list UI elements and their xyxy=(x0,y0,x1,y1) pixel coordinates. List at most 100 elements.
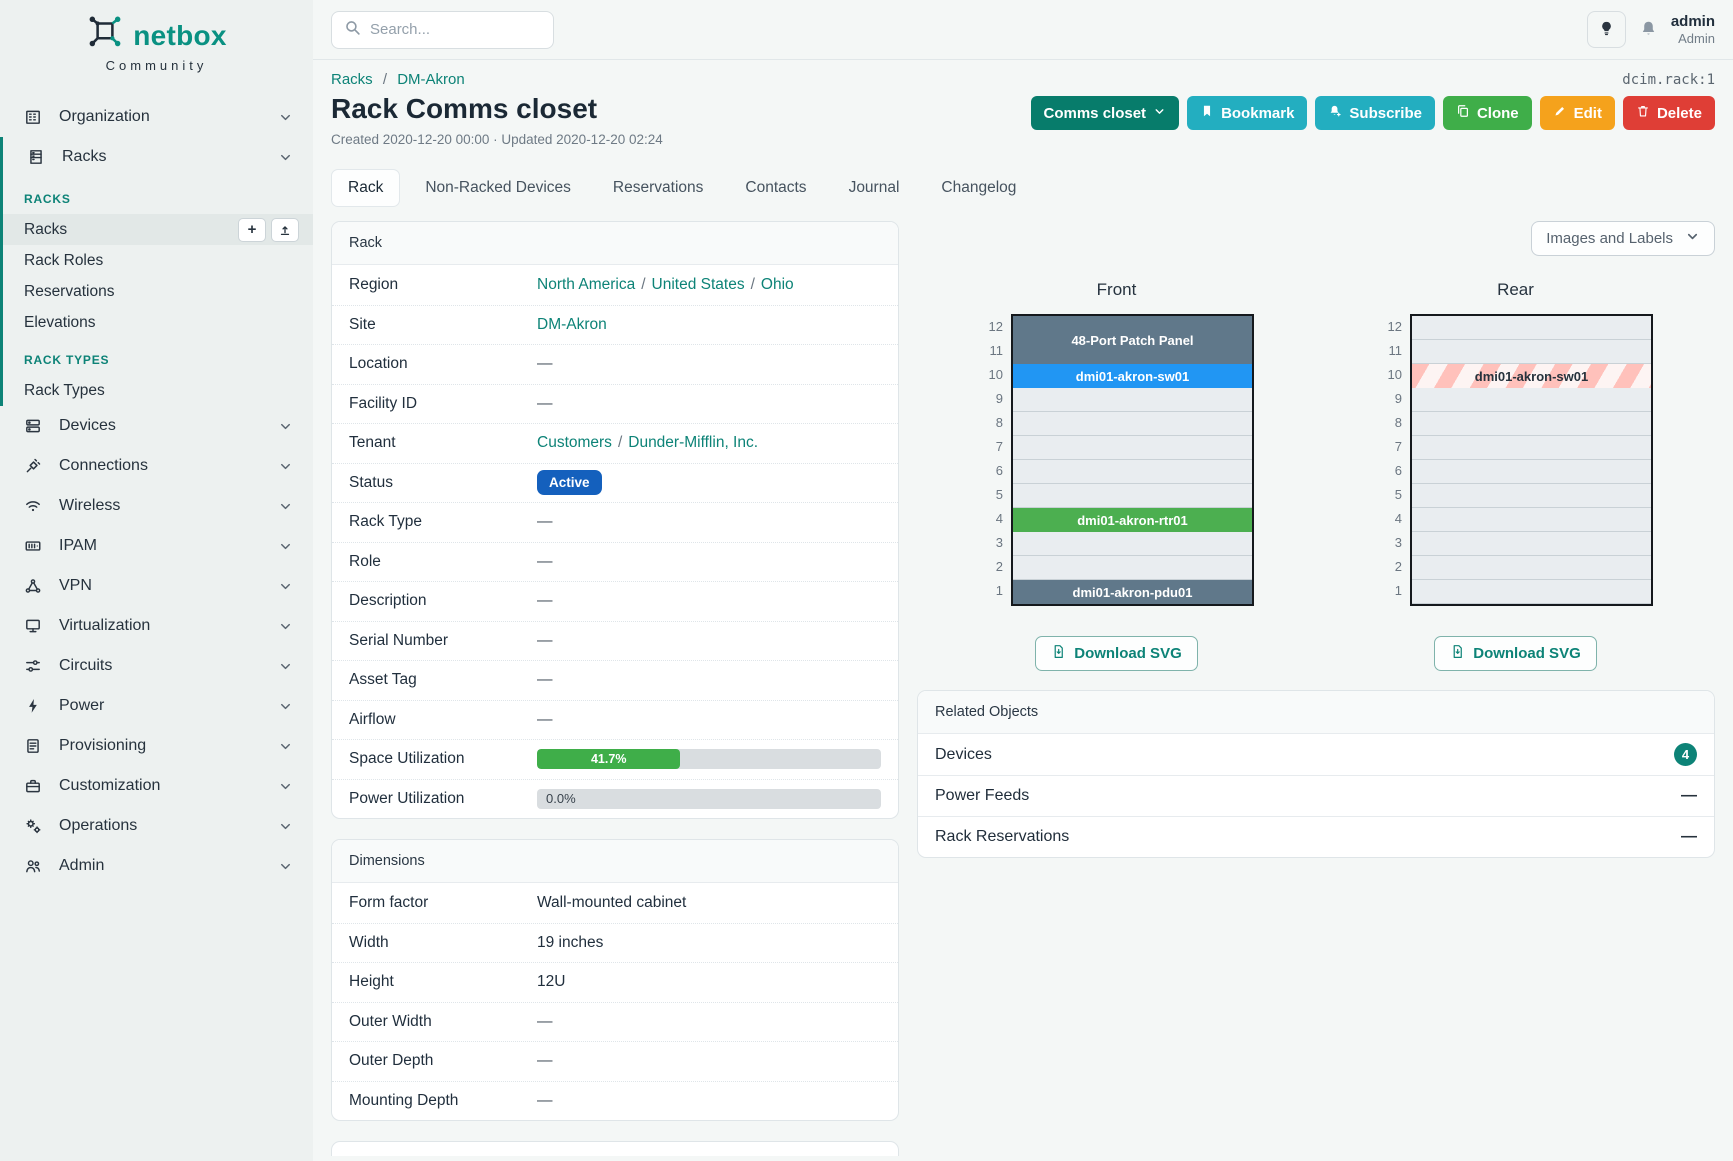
rack-unit-empty[interactable] xyxy=(1412,460,1651,484)
tab-journal[interactable]: Journal xyxy=(848,179,900,196)
tab-changelog[interactable]: Changelog xyxy=(941,179,1017,196)
theme-toggle-button[interactable] xyxy=(1586,11,1626,48)
download-svg-label: Download SVG xyxy=(1074,645,1182,662)
rack-unit-empty[interactable] xyxy=(1412,556,1651,580)
brand-logo[interactable]: netbox xyxy=(0,16,313,55)
device-pdu[interactable]: dmi01-akron-pdu01 xyxy=(1013,580,1252,604)
row-asset-tag: Asset Tag — xyxy=(332,660,898,700)
sidebar-item-circuits[interactable]: Circuits xyxy=(0,646,313,686)
netbox-logo-icon xyxy=(86,16,124,55)
sidebar-item-provisioning[interactable]: Provisioning xyxy=(0,726,313,766)
rack-unit-empty[interactable] xyxy=(1412,508,1651,532)
tab-contacts[interactable]: Contacts xyxy=(745,179,807,196)
delete-button[interactable]: Delete xyxy=(1622,96,1715,130)
sidebar-item-ipam[interactable]: IPAM xyxy=(0,526,313,566)
lightning-icon xyxy=(24,697,44,715)
tab-reservations[interactable]: Reservations xyxy=(612,179,704,196)
clone-button[interactable]: Clone xyxy=(1442,96,1532,130)
region-link[interactable]: United States xyxy=(651,275,745,293)
created-updated-meta: Created 2020-12-20 00:00 · Updated 2020-… xyxy=(331,132,663,147)
tab-non-racked-devices[interactable]: Non-Racked Devices xyxy=(425,179,571,196)
sidebar-item-label: IPAM xyxy=(59,537,97,554)
page-title: Rack Comms closet xyxy=(331,93,598,124)
row-region: Region North America / United States / O… xyxy=(349,275,794,293)
tenant-group-link[interactable]: Customers xyxy=(537,434,612,452)
sidebar-item-virtualization[interactable]: Virtualization xyxy=(0,606,313,646)
sidebar-item-admin[interactable]: Admin xyxy=(0,846,313,886)
sidebar-item-organization[interactable]: Organization xyxy=(0,97,313,137)
sidebar-item-racks[interactable]: Racks + xyxy=(3,214,313,245)
sidebar-item-wireless[interactable]: Wireless xyxy=(0,486,313,526)
rack-unit-empty[interactable] xyxy=(1412,580,1651,604)
rack-unit-empty[interactable] xyxy=(1412,436,1651,460)
rack-unit-empty[interactable] xyxy=(1013,532,1252,556)
rack-unit-empty[interactable] xyxy=(1013,412,1252,436)
sidebar-item-operations[interactable]: Operations xyxy=(0,806,313,846)
sidebar-item-vpn[interactable]: VPN xyxy=(0,566,313,606)
sidebar-item-elevations[interactable]: Elevations xyxy=(3,307,313,338)
search-input[interactable] xyxy=(370,21,541,38)
sidebar-item-rack-types[interactable]: Rack Types xyxy=(3,375,313,406)
dimensions-panel: Dimensions Form factor Wall-mounted cabi… xyxy=(331,839,899,1121)
rack-unit-empty[interactable] xyxy=(1412,532,1651,556)
sidebar: netbox Community Organization Racks xyxy=(0,0,313,1161)
status-badge: Active xyxy=(537,470,602,496)
device-switch[interactable]: dmi01-akron-sw01 xyxy=(1013,364,1252,388)
comms-closet-dropdown-button[interactable]: Comms closet xyxy=(1030,96,1180,130)
tenant-link[interactable]: Dunder-Mifflin, Inc. xyxy=(628,434,759,452)
device-patch-panel[interactable]: 48-Port Patch Panel xyxy=(1013,316,1252,364)
rear-download-svg-button[interactable]: Download SVG xyxy=(1434,636,1597,671)
tab-rack[interactable]: Rack xyxy=(331,169,401,207)
row-site: Site DM-Akron xyxy=(332,304,898,345)
notifications-button[interactable] xyxy=(1639,19,1658,41)
sidebar-item-racks-parent[interactable]: Racks xyxy=(3,137,313,177)
rack-unit-empty[interactable] xyxy=(1412,412,1651,436)
add-rack-button[interactable]: + xyxy=(238,217,266,242)
breadcrumb-site-link[interactable]: DM-Akron xyxy=(397,71,465,88)
rack-unit-empty[interactable] xyxy=(1013,556,1252,580)
rack-unit-empty[interactable] xyxy=(1412,484,1651,508)
rack-unit-empty[interactable] xyxy=(1013,484,1252,508)
device-switch-rear[interactable]: dmi01-akron-sw01 xyxy=(1412,364,1651,388)
sidebar-item-reservations[interactable]: Reservations xyxy=(3,276,313,307)
rack-unit-empty[interactable] xyxy=(1412,388,1651,412)
sidebar-item-label: Racks xyxy=(24,220,68,238)
region-link[interactable]: North America xyxy=(537,275,636,293)
download-svg-label: Download SVG xyxy=(1473,645,1581,662)
rear-elevation: Rear 12 11 10 9 8 7 6 5 xyxy=(1316,280,1715,671)
users-icon xyxy=(24,857,44,875)
rack-unit-empty[interactable] xyxy=(1013,388,1252,412)
sidebar-item-rack-roles[interactable]: Rack Roles xyxy=(3,245,313,276)
monitor-icon xyxy=(24,617,44,635)
ipam-icon xyxy=(24,537,44,555)
related-devices-row[interactable]: Devices 4 xyxy=(918,734,1714,775)
subscribe-button[interactable]: Subscribe xyxy=(1315,96,1435,130)
import-racks-button[interactable] xyxy=(271,217,299,242)
rear-rack: 12 11 10 9 8 7 6 5 4 3 xyxy=(1378,314,1653,606)
sidebar-item-customization[interactable]: Customization xyxy=(0,766,313,806)
rack-elevations: Front 12 11 10 9 8 7 6 5 xyxy=(917,280,1715,671)
sidebar-item-power[interactable]: Power xyxy=(0,686,313,726)
rack-unit-empty[interactable] xyxy=(1013,436,1252,460)
edit-button[interactable]: Edit xyxy=(1539,96,1615,130)
device-router[interactable]: dmi01-akron-rtr01 xyxy=(1013,508,1252,532)
rack-unit-empty[interactable] xyxy=(1013,460,1252,484)
rack-unit-empty[interactable] xyxy=(1412,316,1651,340)
images-and-labels-dropdown[interactable]: Images and Labels xyxy=(1531,221,1715,256)
user-menu[interactable]: admin Admin xyxy=(1671,13,1715,47)
chevron-down-icon xyxy=(278,659,293,674)
rack-unit-empty[interactable] xyxy=(1412,340,1651,364)
bell-plus-icon xyxy=(1328,104,1342,122)
related-rack-reservations-row[interactable]: Rack Reservations — xyxy=(918,816,1714,857)
sidebar-item-connections[interactable]: Connections xyxy=(0,446,313,486)
region-link[interactable]: Ohio xyxy=(760,275,794,293)
bookmark-button[interactable]: Bookmark xyxy=(1187,96,1308,130)
sidebar-item-devices[interactable]: Devices xyxy=(0,406,313,446)
power-utilization-label: 0.0% xyxy=(546,791,576,807)
front-download-svg-button[interactable]: Download SVG xyxy=(1035,636,1198,671)
breadcrumb-racks-link[interactable]: Racks xyxy=(331,71,373,88)
site-link[interactable]: DM-Akron xyxy=(537,315,607,333)
rack-icon xyxy=(27,148,47,166)
related-power-feeds-row[interactable]: Power Feeds — xyxy=(918,775,1714,816)
subscribe-label: Subscribe xyxy=(1349,104,1422,122)
